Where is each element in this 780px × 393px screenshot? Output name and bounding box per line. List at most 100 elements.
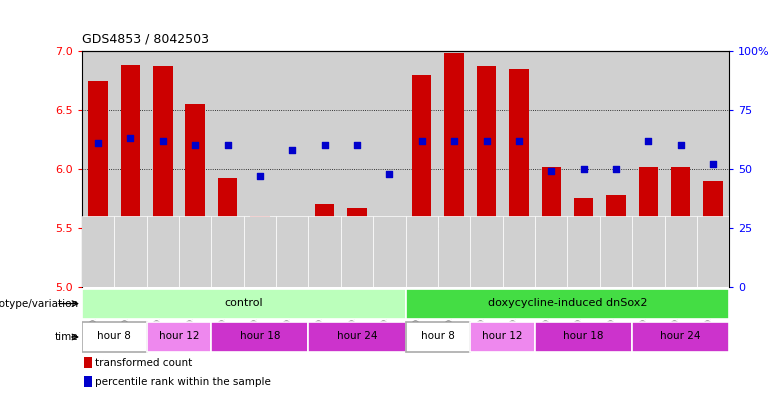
Text: hour 8: hour 8 xyxy=(98,331,131,342)
Text: time: time xyxy=(55,332,78,342)
Bar xyxy=(406,51,438,287)
Point xyxy=(416,138,428,144)
Bar xyxy=(309,51,341,287)
Point xyxy=(189,142,201,149)
Bar xyxy=(639,167,658,287)
Bar xyxy=(477,66,496,287)
Bar xyxy=(347,208,367,287)
Bar xyxy=(406,216,438,287)
Bar xyxy=(445,53,464,287)
Bar xyxy=(503,51,535,287)
Point xyxy=(512,138,525,144)
Text: GDS4853 / 8042503: GDS4853 / 8042503 xyxy=(82,32,209,45)
Bar xyxy=(309,322,406,352)
Bar xyxy=(697,216,729,287)
Bar xyxy=(704,181,723,287)
Point xyxy=(92,140,105,146)
Text: doxycycline-induced dnSox2: doxycycline-induced dnSox2 xyxy=(488,298,647,308)
Point xyxy=(707,161,719,167)
Bar xyxy=(147,51,179,287)
Bar xyxy=(671,167,690,287)
Bar xyxy=(535,51,568,287)
Bar xyxy=(568,216,600,287)
Text: percentile rank within the sample: percentile rank within the sample xyxy=(95,376,271,387)
Point xyxy=(157,138,169,144)
Bar xyxy=(309,216,341,287)
Bar xyxy=(406,288,729,319)
Bar xyxy=(606,195,626,287)
Point xyxy=(545,168,558,174)
Bar xyxy=(243,51,276,287)
Bar xyxy=(665,51,697,287)
Bar xyxy=(509,69,529,287)
Bar xyxy=(665,216,697,287)
Point xyxy=(318,142,331,149)
Bar xyxy=(179,51,211,287)
Bar xyxy=(438,216,470,287)
Bar xyxy=(282,261,302,287)
Bar xyxy=(406,322,470,352)
Point xyxy=(383,171,395,177)
Text: hour 8: hour 8 xyxy=(421,331,455,342)
Text: control: control xyxy=(225,298,263,308)
Bar xyxy=(470,216,503,287)
Bar xyxy=(568,51,600,287)
Bar xyxy=(341,216,374,287)
Bar xyxy=(535,322,633,352)
Text: hour 12: hour 12 xyxy=(159,331,199,342)
Text: transformed count: transformed count xyxy=(95,358,193,367)
Text: hour 24: hour 24 xyxy=(337,331,378,342)
Bar xyxy=(243,216,276,287)
Text: hour 18: hour 18 xyxy=(239,331,280,342)
Point xyxy=(448,138,460,144)
Bar xyxy=(82,51,114,287)
Text: genotype/variation: genotype/variation xyxy=(0,299,78,309)
Bar xyxy=(438,51,470,287)
Text: hour 18: hour 18 xyxy=(563,331,604,342)
Bar xyxy=(341,51,374,287)
Bar xyxy=(211,322,309,352)
Point xyxy=(480,138,493,144)
Bar xyxy=(535,216,568,287)
Bar xyxy=(121,65,140,287)
Bar xyxy=(82,216,114,287)
Bar xyxy=(470,51,503,287)
Point xyxy=(610,166,622,172)
Bar xyxy=(633,322,729,352)
Bar xyxy=(186,104,205,287)
Bar xyxy=(315,204,335,287)
Point xyxy=(124,135,136,141)
Point xyxy=(351,142,363,149)
Bar xyxy=(114,51,147,287)
Bar xyxy=(179,216,211,287)
Bar xyxy=(218,178,237,287)
Bar xyxy=(88,81,108,287)
Point xyxy=(286,147,299,153)
Bar xyxy=(470,322,535,352)
Bar xyxy=(633,51,665,287)
Bar xyxy=(211,216,243,287)
Point xyxy=(642,138,654,144)
Bar xyxy=(84,357,92,368)
Text: hour 12: hour 12 xyxy=(483,331,523,342)
Point xyxy=(675,142,687,149)
Bar xyxy=(600,216,633,287)
Bar xyxy=(84,376,92,387)
Bar xyxy=(153,66,172,287)
Bar xyxy=(503,216,535,287)
Point xyxy=(577,166,590,172)
Bar xyxy=(380,228,399,287)
Text: hour 24: hour 24 xyxy=(661,331,701,342)
Bar xyxy=(697,51,729,287)
Bar xyxy=(633,216,665,287)
Bar xyxy=(276,51,309,287)
Bar xyxy=(82,288,406,319)
Bar xyxy=(250,216,270,287)
Point xyxy=(254,173,266,179)
Bar xyxy=(374,216,406,287)
Bar xyxy=(374,51,406,287)
Point xyxy=(222,142,234,149)
Bar xyxy=(600,51,633,287)
Bar xyxy=(276,216,309,287)
Bar xyxy=(147,322,211,352)
